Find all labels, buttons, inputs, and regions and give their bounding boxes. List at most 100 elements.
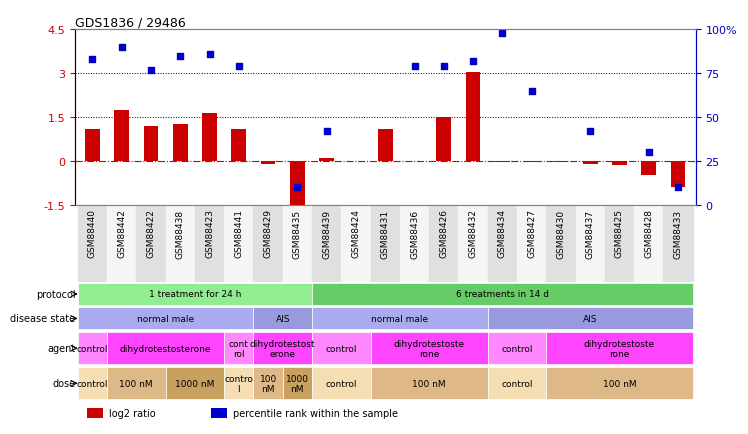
Bar — [136, 205, 165, 282]
Text: GSM88429: GSM88429 — [263, 209, 272, 258]
Bar — [144, 126, 159, 161]
Text: 6 treatments in 14 d: 6 treatments in 14 d — [456, 290, 549, 299]
Text: GSM88441: GSM88441 — [234, 209, 243, 258]
Bar — [78, 205, 107, 282]
FancyBboxPatch shape — [488, 308, 693, 330]
FancyBboxPatch shape — [488, 333, 546, 364]
Text: control: control — [76, 379, 108, 388]
Text: 100
nM: 100 nM — [260, 374, 277, 393]
Text: cont
rol: cont rol — [229, 339, 249, 358]
FancyBboxPatch shape — [254, 368, 283, 399]
Text: percentile rank within the sample: percentile rank within the sample — [233, 408, 398, 418]
Text: control: control — [76, 344, 108, 353]
Text: GSM88427: GSM88427 — [527, 209, 536, 258]
Bar — [378, 129, 393, 161]
FancyBboxPatch shape — [107, 333, 224, 364]
Bar — [459, 205, 488, 282]
Text: GSM88434: GSM88434 — [498, 209, 507, 258]
Bar — [612, 161, 627, 166]
Text: 1 treatment for 24 h: 1 treatment for 24 h — [149, 290, 241, 299]
Text: 1000 nM: 1000 nM — [175, 379, 215, 388]
Text: control: control — [501, 379, 533, 388]
Text: dose: dose — [52, 378, 76, 388]
FancyBboxPatch shape — [254, 333, 312, 364]
Point — [643, 149, 654, 156]
Bar — [671, 161, 685, 187]
Text: disease state: disease state — [10, 314, 76, 324]
Bar — [605, 205, 634, 282]
Bar — [466, 72, 480, 161]
FancyBboxPatch shape — [370, 333, 488, 364]
Bar — [319, 158, 334, 161]
Bar — [312, 205, 341, 282]
Bar — [583, 161, 598, 164]
Bar — [575, 205, 605, 282]
Bar — [224, 205, 254, 282]
FancyBboxPatch shape — [312, 308, 488, 330]
Point — [467, 58, 479, 65]
Bar — [88, 408, 102, 418]
Text: GSM88442: GSM88442 — [117, 209, 126, 258]
FancyBboxPatch shape — [78, 333, 107, 364]
Text: 1000
nM: 1000 nM — [286, 374, 309, 393]
Text: control: control — [501, 344, 533, 353]
FancyBboxPatch shape — [254, 308, 312, 330]
Text: GSM88436: GSM88436 — [410, 209, 419, 258]
Point — [174, 53, 186, 60]
Bar — [429, 205, 459, 282]
Point — [438, 64, 450, 71]
Text: GSM88438: GSM88438 — [176, 209, 185, 258]
Bar — [437, 118, 451, 161]
Bar — [261, 161, 275, 164]
Bar — [173, 125, 188, 161]
Text: GSM88433: GSM88433 — [673, 209, 683, 258]
Text: GSM88423: GSM88423 — [205, 209, 214, 258]
Text: GSM88435: GSM88435 — [293, 209, 302, 258]
Point — [408, 64, 420, 71]
Text: GSM88426: GSM88426 — [439, 209, 448, 258]
Point — [672, 184, 684, 191]
Text: dihydrotestosterone: dihydrotestosterone — [120, 344, 212, 353]
Bar — [231, 129, 246, 161]
Bar — [517, 205, 546, 282]
Text: GSM88430: GSM88430 — [557, 209, 565, 258]
FancyBboxPatch shape — [370, 368, 488, 399]
Text: 100 nM: 100 nM — [603, 379, 637, 388]
Bar — [85, 129, 99, 161]
Text: control: control — [325, 344, 357, 353]
Text: agent: agent — [47, 343, 76, 353]
Bar — [634, 205, 663, 282]
FancyBboxPatch shape — [488, 368, 546, 399]
Point — [116, 44, 128, 51]
Text: GSM88425: GSM88425 — [615, 209, 624, 258]
FancyBboxPatch shape — [283, 368, 312, 399]
Text: GSM88428: GSM88428 — [644, 209, 653, 258]
Bar — [212, 408, 227, 418]
Bar — [341, 205, 370, 282]
Text: 100 nM: 100 nM — [412, 379, 446, 388]
Bar — [546, 205, 575, 282]
Bar — [107, 205, 136, 282]
Point — [584, 128, 596, 135]
FancyBboxPatch shape — [312, 333, 370, 364]
FancyBboxPatch shape — [224, 368, 254, 399]
Text: control: control — [325, 379, 357, 388]
Bar — [114, 111, 129, 161]
Text: GSM88437: GSM88437 — [586, 209, 595, 258]
Bar — [290, 161, 304, 208]
FancyBboxPatch shape — [78, 283, 312, 305]
Text: dihydrotestoste
rone: dihydrotestoste rone — [584, 339, 655, 358]
Text: AIS: AIS — [583, 314, 598, 323]
Text: protocol: protocol — [36, 289, 76, 299]
Text: GSM88422: GSM88422 — [147, 209, 156, 258]
Bar — [283, 205, 312, 282]
Point — [203, 51, 215, 58]
FancyBboxPatch shape — [107, 368, 165, 399]
Point — [321, 128, 333, 135]
Point — [86, 56, 98, 63]
Bar — [488, 205, 517, 282]
Bar — [254, 205, 283, 282]
Text: normal male: normal male — [371, 314, 429, 323]
Point — [292, 184, 304, 191]
Text: 100 nM: 100 nM — [120, 379, 153, 388]
